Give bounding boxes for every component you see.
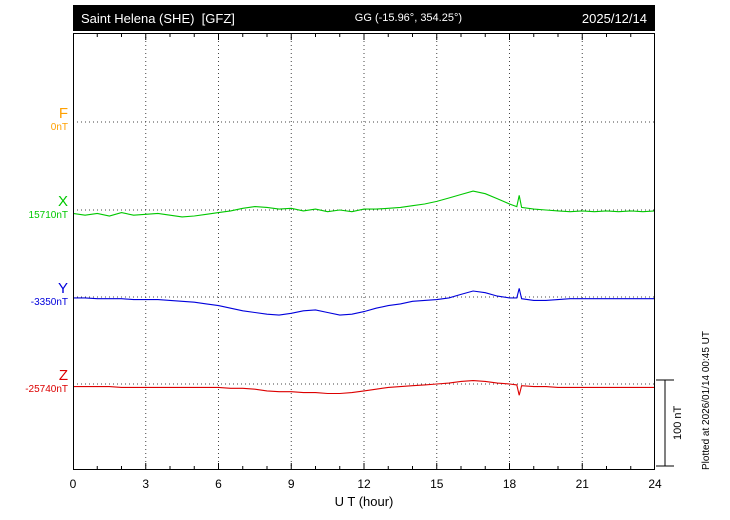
x-axis-tick-labels: 0 3 6 9 12 15 18 21 24 — [70, 477, 662, 491]
x-tick-label: 21 — [575, 477, 589, 491]
trace-Y — [73, 288, 655, 316]
trace-Z — [73, 380, 655, 396]
x-tick-label: 3 — [142, 477, 150, 491]
x-tick-label: 24 — [648, 477, 662, 491]
component-letter-X: X — [57, 193, 68, 210]
component-baseline-Y: -3350nT — [30, 297, 68, 308]
title-bar: Saint Helena (SHE) [GFZ] GG (-15.96°, 35… — [73, 5, 655, 31]
plot-area — [73, 33, 655, 470]
scale-bar — [656, 379, 674, 467]
plotted-at-note: Plotted at 2026/01/14 00:45 UT — [701, 331, 712, 470]
component-label-Y: Y -3350nT — [0, 281, 68, 309]
x-tick-label: 6 — [215, 477, 222, 491]
x-tick-label: 18 — [502, 477, 517, 491]
component-letter-Y: Y — [57, 280, 68, 297]
x-tick-label: 12 — [357, 477, 371, 491]
x-tick-label: 0 — [69, 477, 77, 491]
component-label-Z: Z -25740nT — [0, 368, 68, 396]
component-baseline-Z: -25740nT — [25, 384, 68, 395]
component-letter-Z: Z — [58, 367, 68, 384]
component-baseline-X: 15710nT — [28, 210, 68, 221]
plot-frame — [73, 33, 655, 470]
x-tick-label: 9 — [287, 477, 295, 491]
x-axis-title: U T (hour) — [334, 494, 394, 509]
x-tick-label: 15 — [430, 477, 444, 491]
plot-date: 2025/12/14 — [581, 10, 647, 26]
scale-bar-label: 100 nT — [672, 405, 684, 441]
component-label-X: X 15710nT — [0, 194, 68, 222]
trace-X — [73, 190, 655, 218]
station-title: Saint Helena (SHE) [GFZ] — [81, 10, 235, 26]
geographic-coordinates: GG (-15.96°, 354.25°) — [354, 12, 463, 24]
component-baseline-F: 0nT — [50, 122, 68, 133]
component-label-F: F 0nT — [0, 106, 68, 134]
component-letter-F: F — [58, 105, 68, 122]
